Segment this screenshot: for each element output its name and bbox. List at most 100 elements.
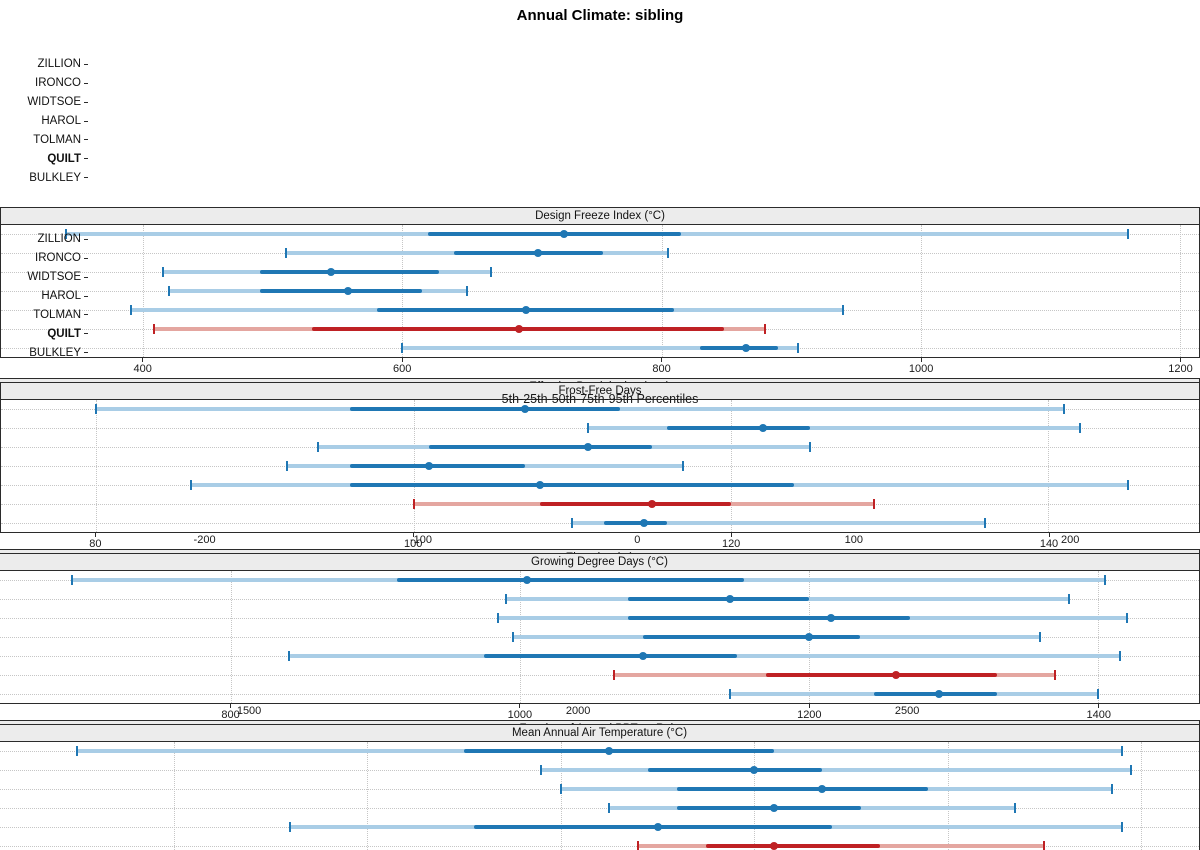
tick-label: 1000 xyxy=(507,709,533,721)
row-tick-mark xyxy=(84,120,88,122)
whisker-cap-5th xyxy=(76,746,79,757)
whisker-cap-5th xyxy=(95,404,98,415)
range-5th-95th xyxy=(402,345,798,350)
median-dot xyxy=(647,499,656,508)
median-dot xyxy=(639,518,648,527)
median-dot xyxy=(638,651,647,660)
row-tick-mark xyxy=(84,63,88,65)
row-tick-mark xyxy=(84,314,88,316)
tick-label: 600 xyxy=(392,363,412,375)
row-label-harol: HAROL xyxy=(41,290,81,302)
panel-x-axis: 80 100 120 140 xyxy=(0,533,1200,553)
panel-strip-title: Frost-Free Days xyxy=(558,385,642,397)
whisker-cap-95th xyxy=(1104,575,1107,586)
range-25th-75th xyxy=(260,270,439,275)
whisker-cap-5th xyxy=(612,669,615,680)
row-label-harol: HAROL xyxy=(41,115,81,127)
range-25th-75th xyxy=(676,806,861,810)
whisker-cap-95th xyxy=(489,267,492,278)
whisker-cap-5th xyxy=(285,461,288,471)
panel-plot xyxy=(0,400,1200,533)
panel-x-axis: 400 600 800 1000 1200 xyxy=(0,358,1200,378)
range-25th-75th xyxy=(700,345,779,350)
whisker-cap-95th xyxy=(1125,613,1128,624)
whisker-cap-5th xyxy=(728,688,731,699)
range-25th-75th xyxy=(260,289,422,293)
median-dot xyxy=(725,595,734,604)
tick-mark xyxy=(920,358,922,362)
panel-strip-title: Mean Annual Air Temperature (°C) xyxy=(511,727,688,739)
grid-line-v xyxy=(754,742,756,850)
whisker-cap-95th xyxy=(1053,669,1056,680)
whisker-cap-5th xyxy=(317,442,320,453)
panel-x-axis: 800 1000 1200 1400 xyxy=(0,704,1200,724)
range-25th-75th xyxy=(350,407,620,412)
row-tick-mark xyxy=(84,238,88,240)
whisker-cap-95th xyxy=(1130,765,1133,776)
tick-label: 1200 xyxy=(1168,363,1193,375)
panel-strip-title: Growing Degree Days (°C) xyxy=(531,556,668,568)
grid-line-v xyxy=(1140,742,1142,850)
tick-mark xyxy=(730,533,732,537)
range-25th-75th xyxy=(454,251,604,256)
median-dot xyxy=(804,633,813,641)
range-25th-75th xyxy=(350,464,525,468)
range-5th-95th xyxy=(588,426,1080,431)
tick-label: 400 xyxy=(133,363,152,375)
panel-band-bottom: ZILLION IRONCO WIDTSOE HAROL TOLMAN QUILT BULK… xyxy=(0,212,1200,850)
tick-mark xyxy=(1048,533,1050,537)
tick-mark xyxy=(401,358,403,362)
panel-strip: Design Freeze Index (°C) xyxy=(0,207,1200,225)
whisker-cap-95th xyxy=(1110,784,1113,795)
whisker-cap-5th xyxy=(401,342,404,353)
range-25th-75th xyxy=(350,482,795,487)
panel-strip-title: Design Freeze Index (°C) xyxy=(535,210,665,222)
range-5th-95th xyxy=(541,768,1132,773)
range-25th-75th xyxy=(429,445,652,450)
climate-summary-page: { "colors": { "series_dark": "#1f77b4", … xyxy=(0,7,1200,850)
tick-mark xyxy=(1180,358,1182,362)
range-25th-75th xyxy=(473,824,832,829)
tick-label: 100 xyxy=(404,538,423,550)
median-dot xyxy=(327,268,336,277)
range-25th-75th xyxy=(667,426,811,431)
row-tick-mark xyxy=(84,276,88,278)
whisker-cap-5th xyxy=(511,632,514,642)
median-dot xyxy=(826,614,835,623)
whisker-cap-5th xyxy=(497,613,500,624)
whisker-cap-5th xyxy=(412,498,415,509)
whisker-cap-5th xyxy=(152,323,155,334)
median-dot xyxy=(560,230,569,239)
tick-mark xyxy=(808,704,810,708)
panel-plot xyxy=(0,571,1200,704)
panel-plot xyxy=(0,225,1200,358)
row-label-widtsoe: WIDTSOE xyxy=(27,271,81,284)
row-tick-mark xyxy=(84,177,88,179)
panel-frost-free-days: Frost-Free Days 80 100 120 140 xyxy=(0,382,1200,553)
panels-row: Frost-Free Days 80 100 120 140 Growing Degree… xyxy=(0,382,1200,850)
whisker-cap-5th xyxy=(571,517,574,528)
median-dot xyxy=(584,443,593,452)
median-dot xyxy=(758,424,767,433)
range-25th-75th xyxy=(603,520,668,525)
whisker-cap-5th xyxy=(287,650,290,661)
whisker-cap-95th xyxy=(983,517,986,528)
median-dot xyxy=(536,480,545,489)
grid-line-h xyxy=(1,272,1199,274)
grid-line-v xyxy=(174,742,176,850)
range-25th-75th xyxy=(540,501,731,506)
whisker-cap-95th xyxy=(809,442,812,453)
whisker-cap-95th xyxy=(1126,479,1129,490)
median-dot xyxy=(521,305,530,314)
median-dot xyxy=(523,576,532,585)
tick-mark xyxy=(412,533,414,537)
row-tick-mark xyxy=(84,158,88,160)
whisker-cap-5th xyxy=(284,248,287,259)
range-25th-75th xyxy=(397,578,744,583)
panel-design-freeze-index-c: Design Freeze Index (°C) 400 600 800 1000 120… xyxy=(0,207,1200,378)
median-dot xyxy=(605,747,614,756)
whisker-cap-95th xyxy=(764,323,767,334)
median-dot xyxy=(769,841,778,850)
row-label-ironco: IRONCO xyxy=(35,77,81,90)
whisker-cap-5th xyxy=(64,229,67,240)
